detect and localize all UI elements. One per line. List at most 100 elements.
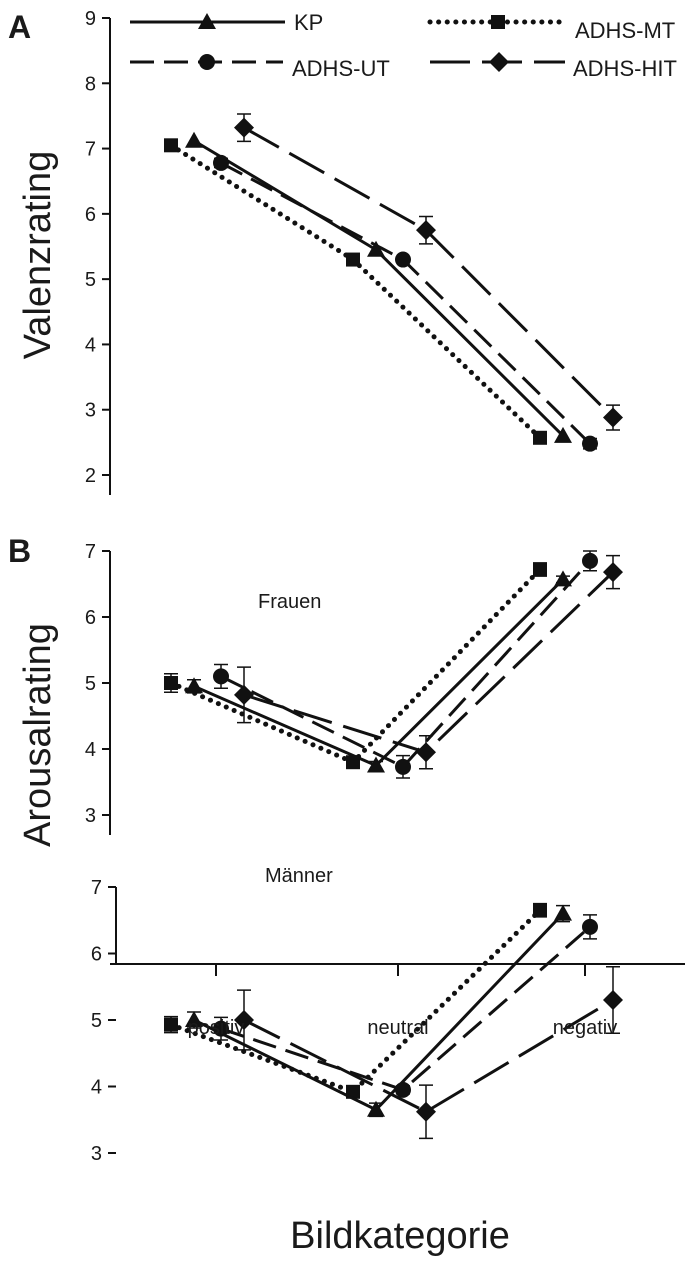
y-tick-label: 4	[85, 334, 96, 356]
y-axis-label-arousal: Arousalrating	[17, 623, 59, 847]
legend-entry-kp: KP	[130, 10, 323, 35]
x-tick-label-negativ: negativ	[553, 1017, 618, 1039]
data-point-kp	[367, 240, 385, 257]
x-axis: positiv neutral negativ	[188, 964, 618, 1039]
y-tick-label: 6	[85, 204, 96, 226]
data-point-adhs-hit	[416, 1101, 436, 1122]
series-adhs-hit	[234, 966, 623, 1140]
series-line-adhs-ut	[220, 161, 592, 445]
legend: KP ADHS-MT ADHS-UT ADHS-HIT	[130, 10, 677, 81]
series-adhs-mt	[164, 562, 547, 770]
series-adhs-hit	[234, 554, 623, 770]
legend-entry-adhs-ut: ADHS-UT	[130, 54, 390, 81]
series-line-adhs-hit	[243, 998, 614, 1114]
y-tick-label: 8	[85, 73, 96, 95]
series-kp	[185, 131, 572, 443]
data-point-kp	[185, 677, 203, 694]
legend-marker-adhs-ut	[199, 54, 215, 70]
legend-entry-adhs-mt: ADHS-MT	[427, 15, 675, 43]
data-point-kp	[367, 1100, 385, 1117]
y-tick-label: 5	[85, 269, 96, 291]
data-point-adhs-ut	[582, 552, 598, 569]
data-point-adhs-hit	[416, 220, 436, 241]
data-point-adhs-ut	[582, 918, 598, 935]
data-point-adhs-mt	[164, 138, 178, 153]
data-point-adhs-hit	[603, 562, 623, 583]
series-line-kp	[193, 912, 565, 1112]
valence-plot: 2 3 4 5 6 7 8 9	[85, 8, 623, 495]
x-tick-label-neutral: neutral	[367, 1017, 428, 1039]
data-point-kp	[554, 570, 572, 587]
y-tick-label: 9	[85, 8, 96, 30]
legend-marker-kp	[198, 13, 216, 29]
series-kp	[185, 570, 572, 773]
legend-entry-adhs-hit: ADHS-HIT	[430, 52, 677, 81]
data-point-adhs-mt	[164, 676, 178, 690]
legend-label-adhs-ut: ADHS-UT	[292, 56, 390, 81]
y-tick-label: 7	[85, 541, 96, 563]
y-tick-label: 6	[85, 607, 96, 629]
series-line-adhs-mt	[168, 907, 543, 1095]
y-tick-label: 3	[85, 805, 96, 827]
data-point-kp	[554, 904, 572, 921]
data-point-adhs-hit	[234, 1010, 254, 1030]
data-point-adhs-ut	[213, 668, 229, 685]
data-point-adhs-mt	[164, 1017, 178, 1032]
y-tick-label: 3	[91, 1143, 102, 1165]
y-tick-label: 3	[85, 400, 96, 422]
data-point-adhs-ut	[395, 758, 411, 775]
legend-marker-adhs-hit	[489, 52, 509, 72]
series-line-adhs-mt	[168, 566, 543, 765]
legend-marker-adhs-mt	[491, 15, 505, 29]
series-adhs-ut	[213, 914, 598, 1098]
series-adhs-hit	[234, 113, 623, 431]
data-point-adhs-ut	[213, 154, 229, 171]
subtitle-women: Frauen	[258, 591, 321, 613]
data-point-kp	[554, 426, 572, 443]
legend-label-kp: KP	[294, 10, 323, 35]
y-tick-label: 7	[85, 139, 96, 161]
data-point-adhs-hit	[234, 684, 254, 705]
series-adhs-ut	[213, 154, 598, 452]
data-point-kp	[367, 756, 385, 773]
data-point-kp	[185, 131, 203, 148]
panel-b-letter: B	[8, 533, 31, 569]
data-point-adhs-mt	[533, 562, 547, 577]
series-line-kp	[193, 139, 565, 437]
y-axis-label-valence: Valenzrating	[17, 151, 59, 359]
data-point-adhs-ut	[395, 251, 411, 268]
series-kp	[185, 904, 572, 1118]
y-tick-label: 5	[91, 1010, 102, 1032]
arousal-women-plot: Frauen 3 4 5 6 7	[85, 541, 623, 835]
data-point-adhs-ut	[395, 1081, 411, 1098]
series-line-adhs-ut	[220, 559, 592, 769]
data-point-adhs-mt	[533, 430, 547, 445]
x-tick-label-positiv: positiv	[188, 1017, 245, 1039]
legend-label-adhs-mt: ADHS-MT	[575, 18, 675, 43]
y-tick-label: 7	[91, 877, 102, 899]
data-point-adhs-mt	[346, 755, 360, 770]
data-point-adhs-hit	[234, 117, 254, 138]
data-point-adhs-mt	[533, 903, 547, 918]
y-tick-label: 4	[91, 1077, 102, 1099]
data-point-adhs-mt	[346, 252, 360, 267]
data-point-adhs-hit	[416, 742, 436, 763]
series-adhs-mt	[164, 138, 547, 445]
data-point-adhs-ut	[582, 435, 598, 452]
panel-a-letter: A	[8, 9, 31, 45]
y-tick-label: 2	[85, 465, 96, 487]
legend-label-adhs-hit: ADHS-HIT	[573, 56, 677, 81]
y-tick-label: 5	[85, 673, 96, 695]
data-point-adhs-hit	[603, 407, 623, 428]
series-line-adhs-hit	[243, 126, 615, 419]
y-tick-label: 4	[85, 739, 96, 761]
y-tick-label: 6	[91, 944, 102, 966]
data-point-kp	[185, 1011, 203, 1027]
data-point-adhs-ut	[213, 1020, 229, 1037]
series-adhs-mt	[164, 902, 547, 1099]
arousal-men-plot: Männer 3 4 5 6 7	[91, 865, 623, 1165]
data-point-adhs-hit	[603, 990, 623, 1011]
subtitle-men: Männer	[265, 865, 333, 887]
series-adhs-ut	[213, 550, 598, 779]
